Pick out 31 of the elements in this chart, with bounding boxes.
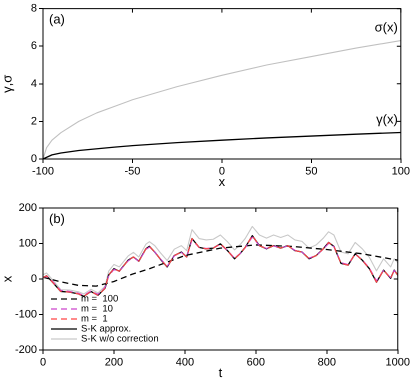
x-axis-title: t: [218, 364, 223, 380]
legend-label: m = 100: [81, 294, 118, 305]
series-label: σ(x): [374, 20, 398, 35]
x-tick-label: 400: [176, 356, 194, 369]
x-tick-label: 600: [246, 356, 266, 369]
legend-label: m = 1: [81, 314, 108, 325]
y-tick-label: 0: [30, 273, 37, 286]
y-tick-label: -200: [14, 344, 37, 356]
legend-label: m = 10: [81, 304, 113, 315]
x-tick-label: 200: [104, 356, 124, 369]
y-tick-label: 4: [30, 78, 37, 90]
x-tick-label: 0: [40, 356, 46, 369]
x-tick-label: 800: [318, 356, 336, 369]
y-tick-label: 200: [18, 202, 37, 214]
x-tick-label: 100: [392, 166, 410, 178]
legend-label: S-K w/o correction: [81, 334, 159, 345]
y-tick-label: 2: [30, 115, 37, 128]
legend-label: S-K approx.: [81, 324, 132, 335]
annotation: (b): [49, 211, 65, 226]
y-axis-title: γ,σ: [0, 74, 14, 93]
x-tick-label: 50: [305, 166, 318, 178]
y-tick-label: 0: [30, 153, 37, 166]
legend-label: γ(x): [376, 112, 398, 127]
x-tick-label: 1000: [386, 356, 410, 369]
annotation: (a): [49, 12, 65, 27]
y-tick-label: 100: [18, 238, 37, 250]
y-axis-title: x: [0, 275, 14, 282]
x-tick-label: -50: [124, 166, 140, 178]
y-tick-label: 6: [30, 40, 37, 52]
y-tick-label: 8: [30, 2, 37, 15]
y-tick-label: -100: [14, 308, 37, 321]
